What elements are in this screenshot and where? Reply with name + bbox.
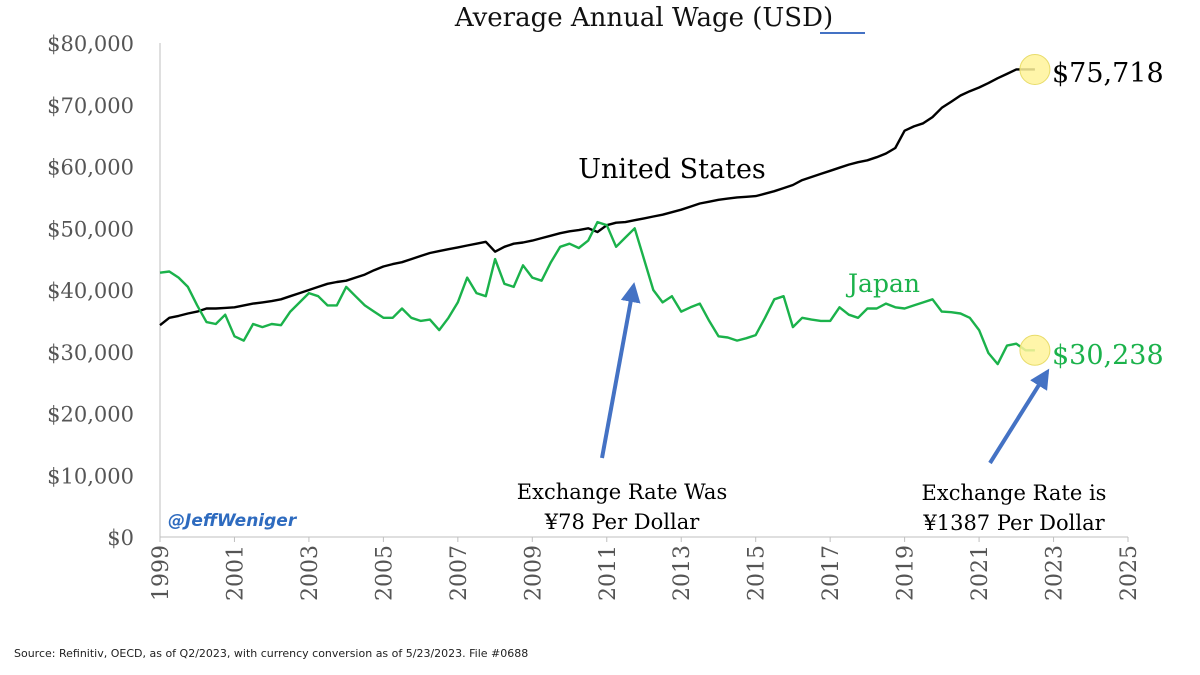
y-tick-label: $70,000 (47, 94, 134, 118)
y-axis-ticks: $0 $10,000 $20,000 $30,000 $40,000 $50,000 $60… (47, 32, 134, 550)
arrow-2011 (600, 282, 641, 459)
x-tick-label: 2007 (447, 545, 472, 601)
y-tick-label: $30,000 (47, 341, 134, 365)
x-tick-label: 2001 (223, 545, 248, 601)
x-tick-label: 2023 (1043, 545, 1068, 601)
end-value-us: $75,718 (1052, 58, 1164, 89)
arrow-2023 (988, 368, 1050, 465)
source-note: Source: Refinitiv, OECD, as of Q2/2023, … (14, 647, 529, 660)
annotations: United States Japan $75,718 $30,238 Exchange… (517, 58, 1164, 535)
x-tick-label: 2003 (298, 545, 323, 601)
y-tick-label: $50,000 (47, 217, 134, 241)
x-tick-label: 2025 (1117, 545, 1142, 601)
chart-title: Average Annual Wage (USD) (454, 3, 833, 33)
x-tick-label: 2009 (521, 545, 546, 601)
x-tick-label: 1999 (149, 545, 174, 601)
x-axis-ticks: 1999 2001 2003 2005 2007 2009 2011 2013 2015 2017… (149, 537, 1142, 601)
y-tick-label: $80,000 (47, 32, 134, 56)
x-tick-label: 2013 (670, 545, 695, 601)
axes (159, 43, 1128, 538)
x-tick-label: 2021 (968, 545, 993, 601)
label-japan: Japan (845, 269, 920, 298)
end-markers (1019, 53, 1051, 366)
x-tick-label: 2011 (596, 545, 621, 601)
y-tick-label: $60,000 (47, 156, 134, 180)
y-tick-label: $20,000 (47, 403, 134, 427)
series-line-japan (159, 220, 1035, 366)
end-marker-japan (1019, 334, 1051, 366)
x-tick-label: 2015 (745, 545, 770, 601)
annotation-2011-line: Exchange Rate Was (517, 480, 727, 504)
series-line-united-states (159, 68, 1035, 327)
annotation-2011-line: ¥78 Per Dollar (544, 510, 701, 534)
end-value-japan: $30,238 (1052, 340, 1164, 371)
series-layer (159, 68, 1035, 366)
x-tick-label: 2017 (819, 545, 844, 601)
watermark: @JeffWeniger (168, 511, 298, 531)
annotation-2023-line: Exchange Rate is (922, 481, 1107, 505)
y-tick-label: $0 (107, 526, 134, 550)
x-tick-label: 2019 (894, 545, 919, 601)
y-tick-label: $40,000 (47, 279, 134, 303)
x-tick-label: 2005 (372, 545, 397, 601)
end-marker-united-states (1019, 53, 1051, 85)
y-tick-label: $10,000 (47, 464, 134, 488)
label-united-states: United States (578, 154, 766, 185)
annotation-2023-line: ¥1387 Per Dollar (922, 511, 1105, 535)
